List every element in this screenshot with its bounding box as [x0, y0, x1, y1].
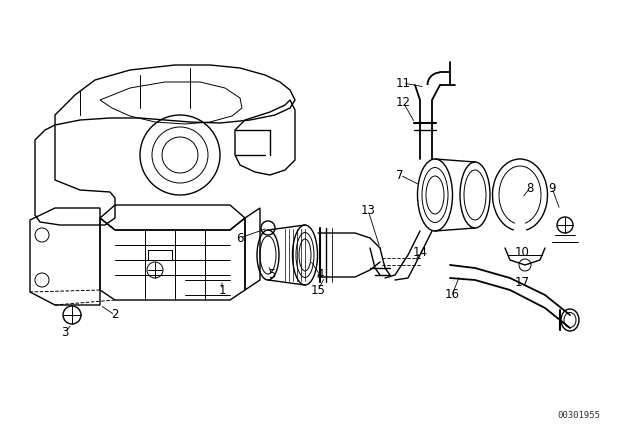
Text: 13: 13	[360, 203, 376, 216]
Text: 16: 16	[445, 289, 460, 302]
Text: 11: 11	[396, 77, 410, 90]
Text: 7: 7	[396, 168, 404, 181]
Text: 14: 14	[413, 246, 428, 258]
Text: 4: 4	[316, 268, 324, 281]
Text: 8: 8	[526, 181, 534, 194]
Text: 5: 5	[268, 268, 276, 281]
Text: 15: 15	[310, 284, 325, 297]
Text: 2: 2	[111, 309, 119, 322]
Text: 17: 17	[515, 276, 529, 289]
Text: 3: 3	[61, 326, 68, 339]
Text: 1: 1	[218, 284, 226, 297]
Text: 6: 6	[236, 232, 244, 245]
Text: 00301955: 00301955	[557, 411, 600, 420]
Text: 9: 9	[548, 181, 556, 194]
Text: 12: 12	[396, 95, 410, 108]
Text: 10: 10	[515, 246, 529, 258]
